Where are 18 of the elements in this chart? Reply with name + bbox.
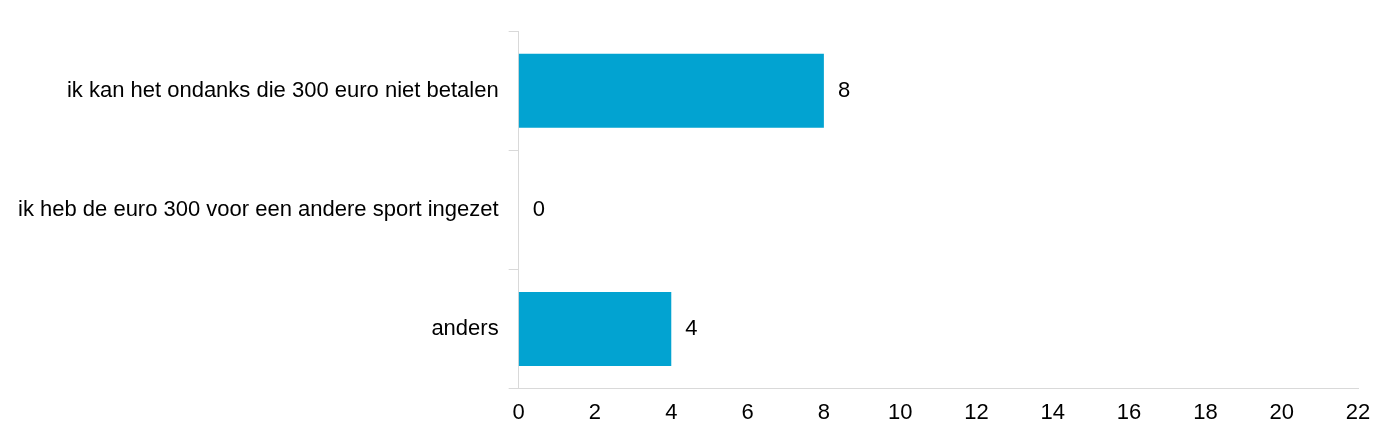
x-tick-label: 2 [588,398,602,424]
x-tick-label: 16 [1116,398,1142,424]
x-tick-label: 6 [741,398,754,424]
x-tick-label: 20 [1269,398,1294,424]
data-label: 4 [685,315,698,341]
y-tick-label: anders [431,315,499,341]
x-tick-label: 22 [1345,398,1371,424]
data-label: 0 [532,195,545,221]
x-tick-label: 18 [1193,398,1218,424]
x-tick-label: 12 [964,398,989,424]
x-tick-label: 8 [817,398,831,424]
x-tick-label: 14 [1040,398,1066,424]
x-tick-label: 0 [512,398,525,424]
y-tick-label: ik kan het ondanks die 300 euro niet betalen [66,76,499,102]
x-tick-label: 4 [665,398,678,424]
y-tick-label: ik heb de euro 300 voor een andere sport ingezet [18,195,499,221]
x-tick-label: 10 [887,398,913,424]
data-label: 8 [837,76,851,102]
